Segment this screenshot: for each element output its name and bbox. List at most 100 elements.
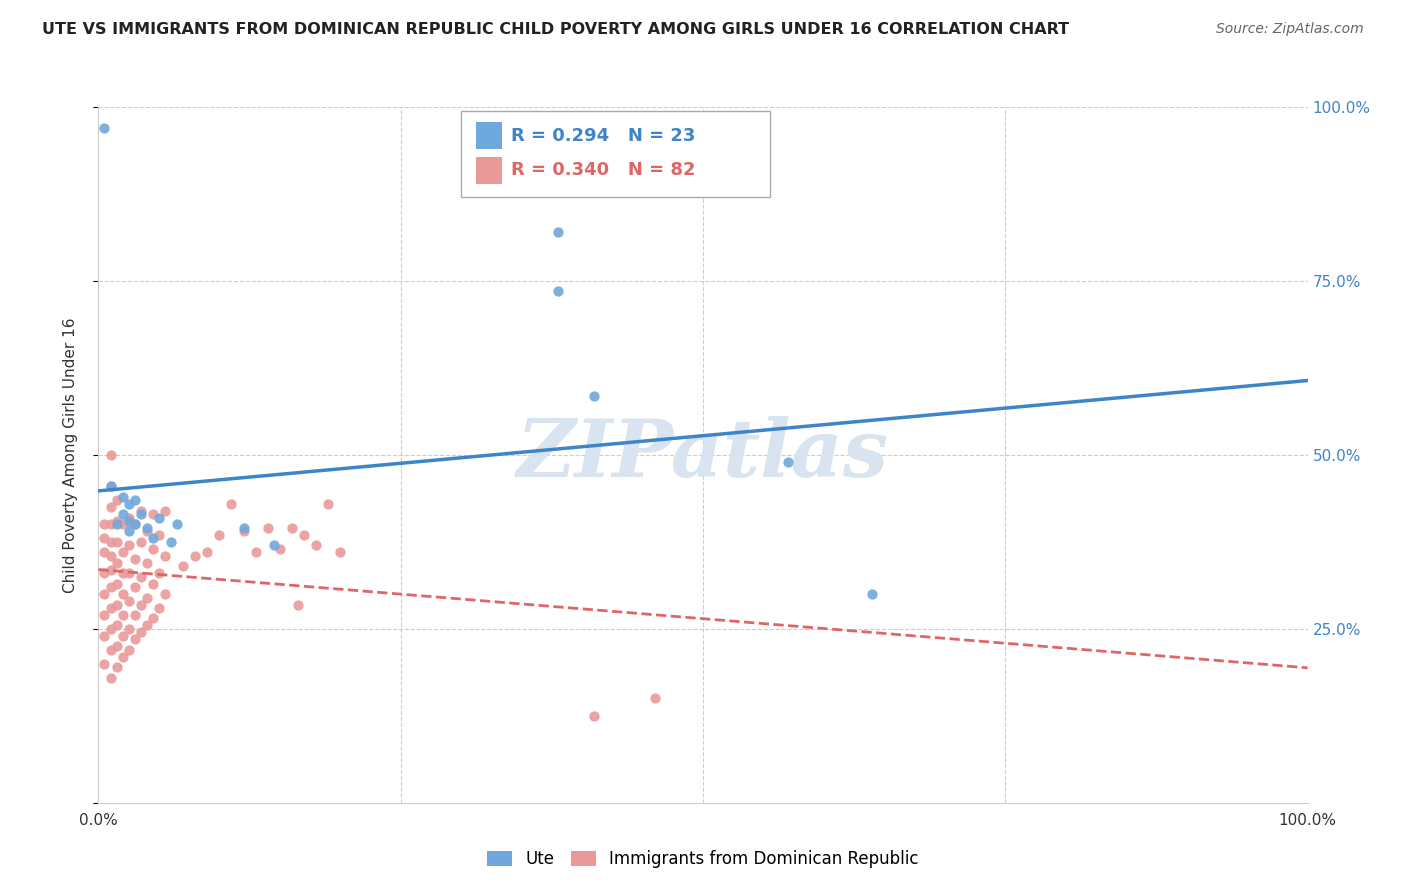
Text: Source: ZipAtlas.com: Source: ZipAtlas.com	[1216, 22, 1364, 37]
Point	[100, 549, 122, 563]
Point	[111, 566, 134, 581]
Point	[100, 563, 122, 577]
Point	[100, 535, 122, 549]
Bar	[475, 157, 502, 184]
Point	[118, 594, 141, 608]
Point	[583, 389, 606, 403]
Point	[118, 538, 141, 552]
Point	[142, 611, 165, 625]
Point	[100, 580, 122, 594]
Point	[93, 607, 115, 622]
Point	[160, 535, 183, 549]
Point	[100, 500, 122, 514]
Point	[93, 532, 115, 546]
Point	[105, 556, 128, 570]
Point	[100, 622, 122, 636]
Point	[93, 120, 115, 135]
Point	[105, 639, 128, 653]
Point	[172, 559, 194, 574]
Point	[118, 497, 141, 511]
Point	[118, 622, 141, 636]
Point	[124, 552, 146, 566]
Point	[105, 576, 128, 591]
Point	[93, 629, 115, 643]
Point	[124, 632, 146, 647]
Point	[195, 545, 218, 559]
Point	[329, 545, 352, 559]
Point	[287, 598, 309, 612]
FancyBboxPatch shape	[461, 111, 769, 197]
Point	[281, 521, 304, 535]
Point	[100, 517, 122, 532]
Point	[129, 570, 152, 584]
Point	[305, 538, 328, 552]
Legend: Ute, Immigrants from Dominican Republic: Ute, Immigrants from Dominican Republic	[481, 844, 925, 875]
Point	[245, 545, 267, 559]
Point	[153, 503, 176, 517]
Text: R = 0.340   N = 82: R = 0.340 N = 82	[510, 161, 695, 179]
Text: R = 0.294   N = 23: R = 0.294 N = 23	[510, 127, 695, 145]
Point	[135, 521, 157, 535]
Point	[208, 528, 231, 542]
Point	[547, 225, 569, 239]
Point	[142, 576, 165, 591]
Point	[153, 549, 176, 563]
Point	[232, 524, 254, 539]
Point	[142, 532, 165, 546]
Point	[93, 566, 115, 581]
Point	[118, 642, 141, 657]
Point	[124, 517, 146, 532]
Y-axis label: Child Poverty Among Girls Under 16: Child Poverty Among Girls Under 16	[63, 318, 77, 592]
Point	[105, 493, 128, 508]
Text: UTE VS IMMIGRANTS FROM DOMINICAN REPUBLIC CHILD POVERTY AMONG GIRLS UNDER 16 COR: UTE VS IMMIGRANTS FROM DOMINICAN REPUBLI…	[42, 22, 1070, 37]
Point	[135, 618, 157, 632]
Point	[129, 598, 152, 612]
Point	[93, 545, 115, 559]
Point	[221, 497, 243, 511]
Point	[776, 455, 799, 469]
Point	[148, 601, 170, 615]
Text: ZIPatlas: ZIPatlas	[517, 417, 889, 493]
Point	[153, 587, 176, 601]
Point	[100, 479, 122, 493]
Point	[135, 591, 157, 605]
Point	[142, 507, 165, 521]
Point	[100, 671, 122, 685]
Point	[583, 708, 606, 723]
Point	[111, 587, 134, 601]
Point	[100, 601, 122, 615]
Point	[93, 657, 115, 671]
Point	[129, 503, 152, 517]
Point	[269, 541, 291, 556]
Point	[148, 528, 170, 542]
Point	[148, 510, 170, 524]
Point	[118, 514, 141, 528]
Point	[111, 607, 134, 622]
Point	[118, 566, 141, 581]
Point	[644, 691, 666, 706]
Point	[129, 507, 152, 521]
Point	[184, 549, 207, 563]
Point	[118, 524, 141, 539]
Point	[111, 517, 134, 532]
Point	[148, 566, 170, 581]
Point	[105, 618, 128, 632]
Point	[142, 541, 165, 556]
Point	[124, 517, 146, 532]
Point	[105, 514, 128, 528]
Point	[292, 528, 315, 542]
Point	[93, 517, 115, 532]
Point	[105, 598, 128, 612]
Point	[100, 642, 122, 657]
Point	[263, 538, 285, 552]
Point	[316, 497, 339, 511]
Point	[129, 625, 152, 640]
Point	[105, 517, 128, 532]
Point	[256, 521, 278, 535]
Point	[547, 285, 569, 299]
Point	[860, 587, 883, 601]
Point	[135, 524, 157, 539]
Point	[100, 448, 122, 462]
Point	[129, 535, 152, 549]
Point	[124, 607, 146, 622]
